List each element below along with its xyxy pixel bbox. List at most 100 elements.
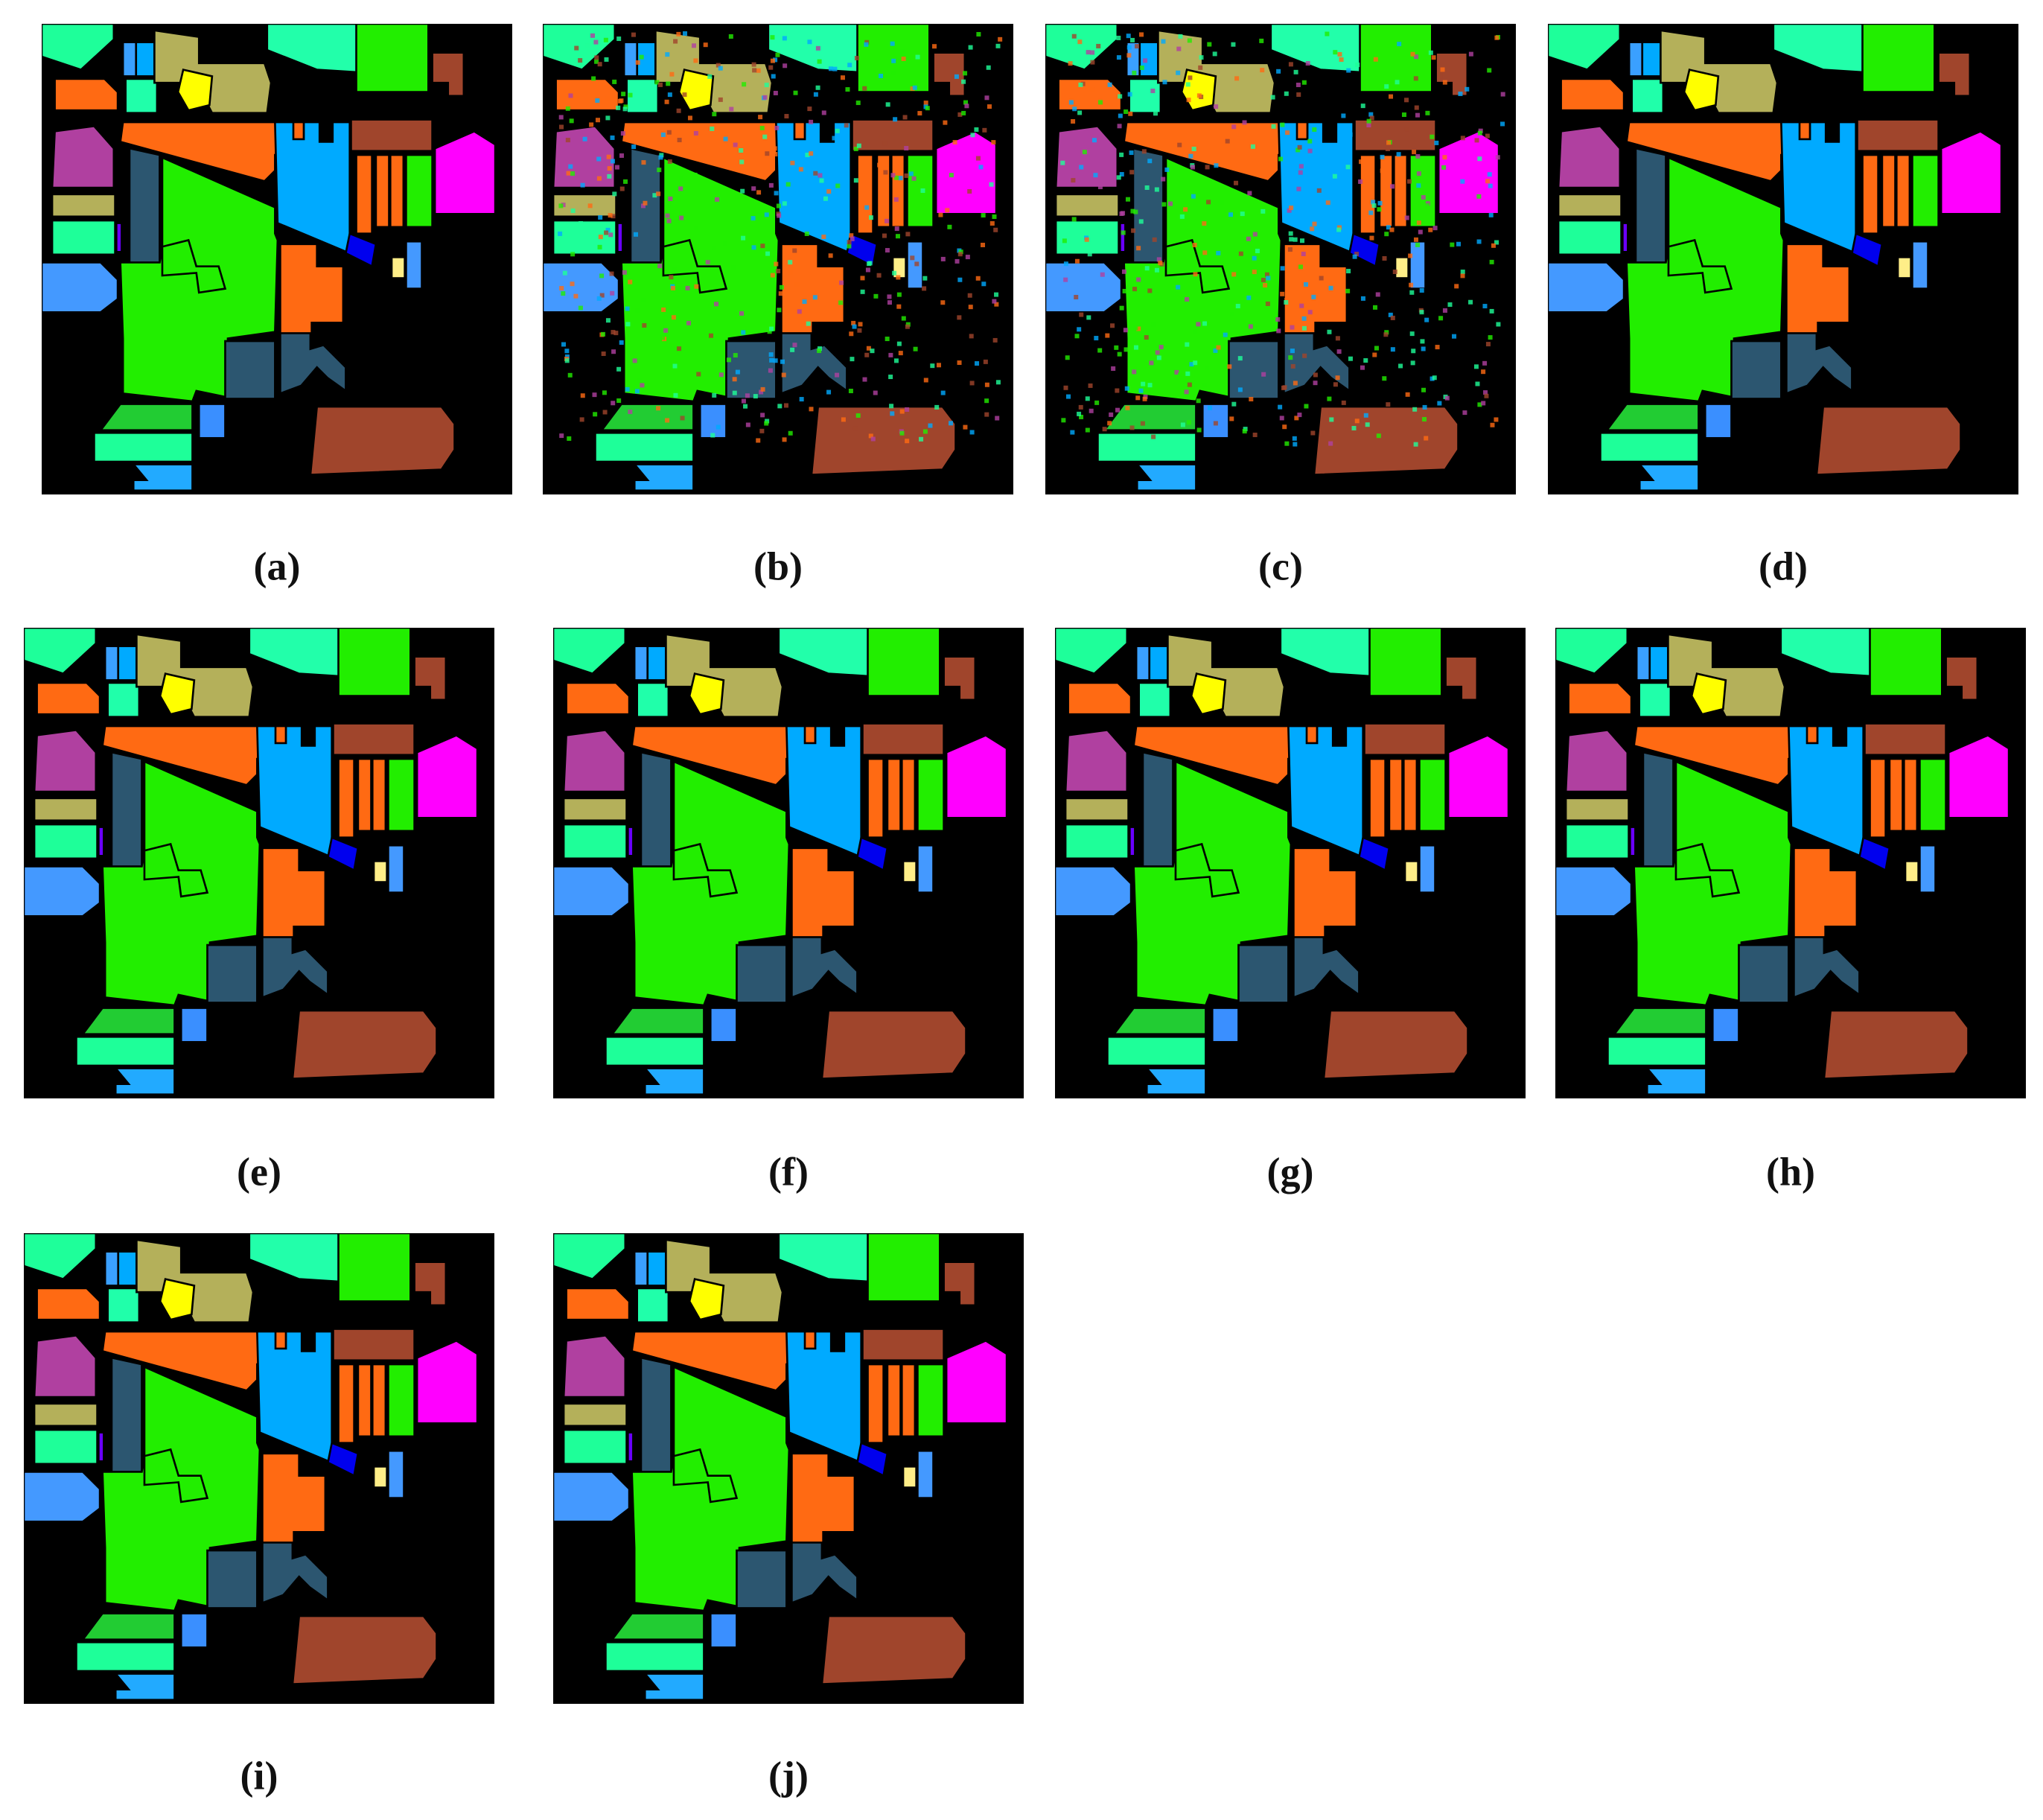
noise-pixel bbox=[1089, 408, 1094, 413]
noise-pixel bbox=[574, 45, 579, 51]
noise-pixel bbox=[1395, 80, 1400, 85]
noise-pixel bbox=[673, 39, 678, 44]
noise-pixel bbox=[1432, 226, 1438, 231]
noise-pixel bbox=[594, 55, 599, 60]
noise-pixel bbox=[1190, 165, 1195, 170]
noise-pixel bbox=[751, 245, 756, 250]
noise-pixel bbox=[733, 142, 738, 147]
noise-pixel bbox=[570, 171, 576, 176]
noise-pixel bbox=[712, 112, 717, 117]
noise-pixel bbox=[1368, 112, 1374, 117]
noise-pixel bbox=[898, 176, 903, 181]
noise-pixel bbox=[856, 143, 861, 148]
map-image bbox=[553, 1233, 1024, 1704]
noise-pixel bbox=[1390, 184, 1395, 189]
noise-pixel bbox=[832, 66, 838, 71]
noise-pixel bbox=[1301, 251, 1306, 256]
map-image bbox=[1055, 628, 1526, 1098]
noise-pixel bbox=[565, 106, 570, 111]
noise-pixel bbox=[1135, 395, 1141, 401]
noise-pixel bbox=[764, 83, 769, 88]
noise-pixel bbox=[965, 255, 970, 260]
noise-pixel bbox=[954, 258, 960, 264]
noise-pixel bbox=[968, 45, 973, 50]
noise-pixel bbox=[616, 36, 622, 42]
noise-pixel bbox=[1289, 237, 1294, 242]
noise-pixel bbox=[1133, 325, 1138, 331]
noise-pixel bbox=[1063, 385, 1068, 390]
noise-pixel bbox=[1292, 436, 1297, 441]
noise-pixel bbox=[1250, 144, 1255, 149]
noise-pixel bbox=[1422, 404, 1427, 410]
noise-pixel bbox=[764, 421, 769, 426]
noise-pixel bbox=[1293, 381, 1298, 386]
noise-pixel bbox=[1431, 55, 1436, 60]
noise-pixel bbox=[1088, 383, 1093, 388]
noise-pixel bbox=[1079, 312, 1084, 317]
noise-pixel bbox=[1249, 396, 1254, 401]
noise-pixel bbox=[813, 171, 818, 176]
noise-pixel bbox=[1116, 175, 1121, 180]
noise-pixel bbox=[1125, 405, 1130, 410]
noise-pixel bbox=[839, 280, 844, 285]
noise-pixel bbox=[1421, 195, 1426, 200]
noise-pixel bbox=[1110, 323, 1115, 328]
noise-pixel bbox=[756, 190, 762, 195]
noise-pixel bbox=[817, 346, 823, 351]
noise-pixel bbox=[1462, 410, 1467, 416]
noise-pixel bbox=[759, 389, 764, 395]
noise-pixel bbox=[1284, 299, 1289, 305]
noise-pixel bbox=[729, 106, 734, 112]
noise-pixel bbox=[1090, 60, 1095, 65]
noise-pixel bbox=[809, 407, 814, 412]
noise-pixel bbox=[578, 58, 583, 63]
noise-pixel bbox=[1477, 402, 1482, 407]
noise-pixel bbox=[567, 436, 572, 441]
noise-pixel bbox=[595, 98, 600, 104]
noise-pixel bbox=[797, 309, 802, 314]
noise-pixel bbox=[1158, 261, 1163, 266]
noise-pixel bbox=[798, 167, 803, 172]
noise-pixel bbox=[1442, 80, 1447, 85]
noise-pixel bbox=[726, 357, 731, 363]
noise-pixel bbox=[905, 439, 910, 444]
noise-pixel bbox=[753, 394, 758, 399]
noise-pixel bbox=[670, 285, 675, 290]
noise-pixel bbox=[769, 357, 774, 363]
noise-pixel bbox=[685, 285, 690, 290]
noise-pixel bbox=[910, 255, 915, 261]
noise-pixel bbox=[899, 409, 905, 414]
noise-pixel bbox=[599, 273, 605, 279]
noise-pixel bbox=[887, 300, 892, 305]
noise-pixel bbox=[619, 340, 624, 345]
noise-pixel bbox=[855, 413, 861, 419]
noise-pixel bbox=[739, 148, 744, 153]
noise-pixel bbox=[765, 419, 770, 424]
noise-pixel bbox=[602, 410, 608, 415]
noise-pixel bbox=[876, 273, 882, 278]
noise-pixel bbox=[605, 115, 611, 121]
noise-pixel bbox=[619, 98, 624, 104]
noise-pixel bbox=[994, 302, 999, 307]
noise-pixel bbox=[1337, 51, 1342, 57]
noise-pixel bbox=[841, 417, 846, 422]
noise-pixel bbox=[772, 146, 777, 151]
noise-pixel bbox=[741, 398, 746, 404]
noise-pixel bbox=[672, 363, 678, 369]
noise-pixel bbox=[888, 352, 893, 357]
noise-pixel bbox=[957, 277, 963, 282]
noise-pixel bbox=[619, 186, 625, 191]
noise-pixel bbox=[1276, 328, 1281, 334]
noise-pixel bbox=[764, 212, 769, 217]
noise-pixel bbox=[1348, 132, 1353, 137]
noise-pixel bbox=[1336, 227, 1342, 232]
noise-pixel bbox=[696, 372, 701, 377]
noise-pixel bbox=[658, 155, 663, 160]
noise-pixel bbox=[656, 406, 661, 411]
noise-pixel bbox=[930, 363, 935, 369]
noise-pixel bbox=[1214, 163, 1219, 168]
noise-pixel bbox=[591, 76, 596, 81]
noise-pixel bbox=[1339, 57, 1344, 63]
noise-pixel bbox=[631, 32, 636, 37]
noise-pixel bbox=[1301, 325, 1307, 331]
